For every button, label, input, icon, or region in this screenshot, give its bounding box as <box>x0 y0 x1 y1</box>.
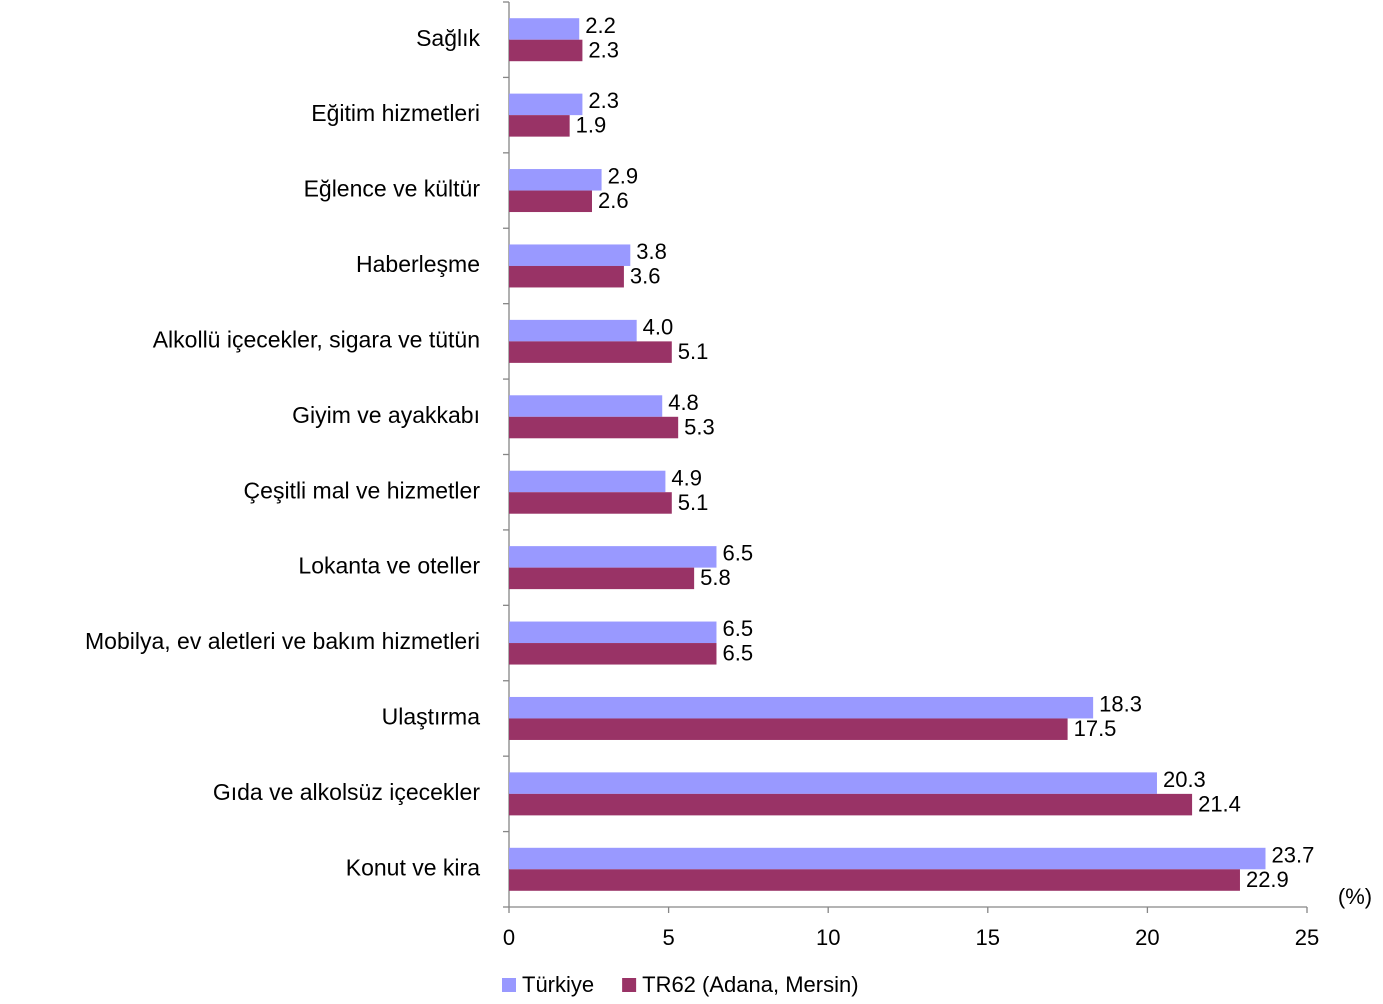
value-label: 20.3 <box>1163 767 1206 792</box>
category-label: Mobilya, ev aletleri ve bakım hizmetleri <box>85 628 480 654</box>
bar <box>509 395 663 417</box>
value-label: 4.0 <box>643 314 674 339</box>
value-label: 6.5 <box>722 616 753 641</box>
value-label: 6.5 <box>722 641 753 666</box>
category-label: Ulaştırma <box>382 704 481 730</box>
bar <box>509 93 583 116</box>
value-label: 1.9 <box>576 113 607 138</box>
value-label: 2.6 <box>598 188 629 213</box>
bar <box>509 621 717 644</box>
category-label: Alkollü içecekler, sigara ve tütün <box>153 326 480 352</box>
x-tick-label: 10 <box>816 925 840 950</box>
bar <box>509 341 672 363</box>
value-label: 23.7 <box>1272 842 1315 867</box>
bar <box>509 470 666 493</box>
bar <box>509 546 717 568</box>
bar <box>509 869 1240 891</box>
legend-swatch <box>502 978 516 992</box>
value-label: 2.2 <box>585 13 616 38</box>
bar <box>509 190 592 213</box>
value-label: 3.6 <box>630 264 661 289</box>
bar <box>509 696 1094 719</box>
legend-label: TR62 (Adana, Mersin) <box>642 972 858 997</box>
value-label: 17.5 <box>1074 716 1117 741</box>
value-label: 21.4 <box>1198 791 1241 816</box>
bar <box>509 793 1193 816</box>
bar <box>509 643 717 665</box>
bar <box>509 492 672 514</box>
bar <box>509 115 570 137</box>
category-label: Çeşitli mal ve hizmetler <box>244 477 481 503</box>
value-label: 2.3 <box>588 88 619 113</box>
category-label: Haberleşme <box>356 251 480 277</box>
value-label: 4.8 <box>668 390 699 415</box>
category-label: Eğlence ve kültür <box>304 176 481 202</box>
legend-swatch <box>622 978 637 992</box>
value-label: 5.3 <box>684 414 715 439</box>
category-label: Sağlık <box>416 25 480 51</box>
x-tick-label: 20 <box>1135 925 1159 950</box>
bar <box>509 567 695 590</box>
category-label: Gıda ve alkolsüz içecekler <box>213 779 481 805</box>
value-label: 3.8 <box>636 239 667 264</box>
bar <box>509 772 1157 794</box>
x-tick-label: 25 <box>1295 925 1319 950</box>
x-tick-label: 0 <box>503 925 515 950</box>
bar <box>509 718 1068 740</box>
category-label: Eğitim hizmetleri <box>311 100 480 126</box>
bar <box>509 169 602 191</box>
bar <box>509 244 631 266</box>
bar <box>509 39 583 62</box>
value-label: 2.9 <box>608 164 639 189</box>
legend-label: Türkiye <box>522 972 594 997</box>
category-label: Lokanta ve oteller <box>298 553 480 579</box>
value-label: 22.9 <box>1246 867 1289 892</box>
value-label: 5.8 <box>700 565 731 590</box>
x-axis-label: (%) <box>1338 884 1372 909</box>
value-label: 6.5 <box>722 541 753 566</box>
value-label: 5.1 <box>678 490 709 515</box>
x-tick-label: 5 <box>662 925 674 950</box>
value-label: 5.1 <box>678 339 709 364</box>
bar <box>509 319 637 342</box>
bar <box>509 18 580 40</box>
x-tick-label: 15 <box>976 925 1000 950</box>
value-label: 18.3 <box>1099 692 1142 717</box>
category-label: Konut ve kira <box>346 854 480 880</box>
bar <box>509 847 1266 870</box>
category-label: Giyim ve ayakkabı <box>292 402 480 428</box>
bar <box>509 265 624 288</box>
bar <box>509 416 679 439</box>
value-label: 2.3 <box>588 37 619 62</box>
value-label: 4.9 <box>671 465 702 490</box>
